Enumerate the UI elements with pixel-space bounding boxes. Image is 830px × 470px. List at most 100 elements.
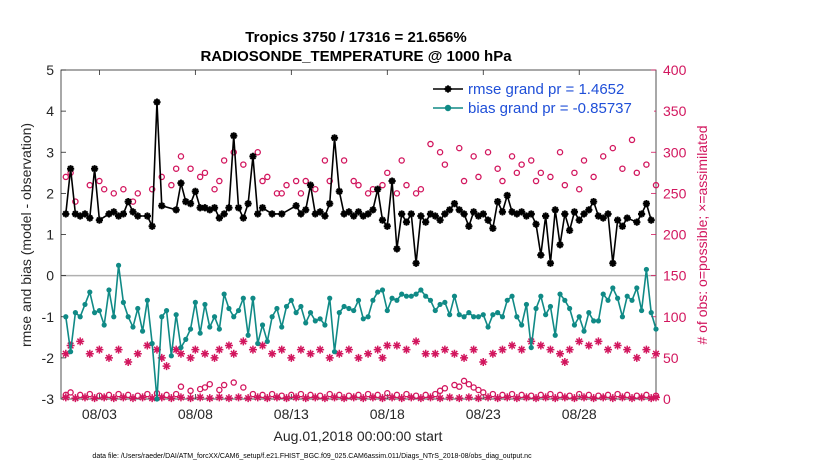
bias-point [144,297,150,303]
obs-possible-point [403,390,410,398]
obs-assimilated-point [100,393,109,402]
rmse-point [623,214,631,222]
rmse-point [119,210,127,218]
rmse-point [417,212,425,220]
bias-point [562,297,568,303]
obs-possible-point [230,148,237,156]
bias-point [379,287,386,293]
obs-possible-point [67,389,74,396]
bias-point [312,318,318,324]
obs-assimilated-point [61,349,70,358]
bias-point [475,314,482,320]
obs-assimilated-point [469,345,478,354]
obs-possible-point [575,390,583,398]
obs-possible-point [441,385,449,392]
bias-point [543,312,549,318]
bias-point [77,314,83,320]
obs-possible-point [326,177,333,185]
bias-point [591,318,597,324]
legend-rmse-star [444,85,452,93]
bias-point [87,289,93,295]
rmse-point [441,210,449,218]
rmse-point [177,179,185,187]
obs-assimilated-point [546,345,555,354]
rmse-point [302,206,310,214]
rmse-point [311,210,319,218]
obs-assimilated-point [652,393,660,402]
obs-assimilated-point [239,337,248,346]
left-y-tick-label: -1 [42,309,55,325]
obs-assimilated-point [359,394,368,403]
data-file-footnote: data file: /Users/raeder/DAI/ATM_forcXX/… [92,453,532,460]
obs-assimilated-point [157,353,166,362]
obs-possible-point [456,144,463,152]
rmse-point [239,214,247,222]
series-possible [62,136,660,399]
rmse-point [172,206,180,214]
obs-possible-point [475,173,482,181]
rmse-point [129,208,137,216]
obs-assimilated-point [258,341,267,350]
rmse-point [378,216,387,224]
rmse-point [268,210,276,218]
bias-point [466,310,472,316]
obs-assimilated-point [397,394,406,403]
rmse-point [254,210,262,218]
bias-point [130,324,136,330]
rmse-point [638,210,646,218]
obs-assimilated-point [364,349,373,358]
bias-point [351,307,357,314]
obs-assimilated-point [647,394,656,403]
obs-assimilated-point [637,393,646,402]
obs-possible-point [580,157,588,164]
obs-possible-point [201,384,209,391]
bias-point [154,396,160,402]
obs-assimilated-point [628,394,637,403]
bias-point [629,297,635,303]
bias-point [307,310,314,316]
rmse-point [148,222,156,230]
obs-possible-point [609,144,617,152]
rmse-point [590,198,598,206]
bias-point [634,285,640,291]
obs-possible-point [340,157,348,164]
obs-assimilated-point [114,345,123,354]
rmse-point [278,210,286,218]
obs-possible-point [628,136,636,144]
bias-point [115,262,122,268]
obs-possible-point [508,153,516,160]
obs-assimilated-point [301,394,310,403]
x-axis-label: Aug.01,2018 00:00:00 start [274,428,443,444]
rmse-point [398,210,406,218]
bias-point [499,314,506,320]
obs-assimilated-point [172,345,181,354]
left-y-tick-label: 2 [46,185,54,201]
bias-point [91,310,98,316]
rmse-point [580,210,588,218]
rmse-point [210,204,219,212]
bias-point [586,310,592,316]
obs-assimilated-point [652,349,660,358]
obs-assimilated-point [378,394,387,403]
obs-possible-point [120,186,127,193]
rmse-point [633,218,641,226]
obs-possible-point [513,169,521,177]
obs-assimilated-point [90,394,99,403]
obs-possible-point [268,390,276,398]
obs-possible-point [384,389,391,397]
obs-possible-point [532,177,540,185]
right-y-tick-label: 150 [663,268,687,284]
obs-possible-point [240,384,247,391]
obs-possible-point [571,169,578,177]
bias-point [235,307,242,314]
bias-point [135,305,141,312]
bias-point [346,305,352,312]
obs-assimilated-point [599,393,608,402]
obs-assimilated-point [388,393,397,402]
obs-assimilated-point [344,345,353,354]
obs-assimilated-point [296,345,305,354]
rmse-point [599,214,607,222]
obs-possible-point [355,181,362,189]
bias-point [197,330,203,336]
obs-assimilated-point [536,341,545,350]
